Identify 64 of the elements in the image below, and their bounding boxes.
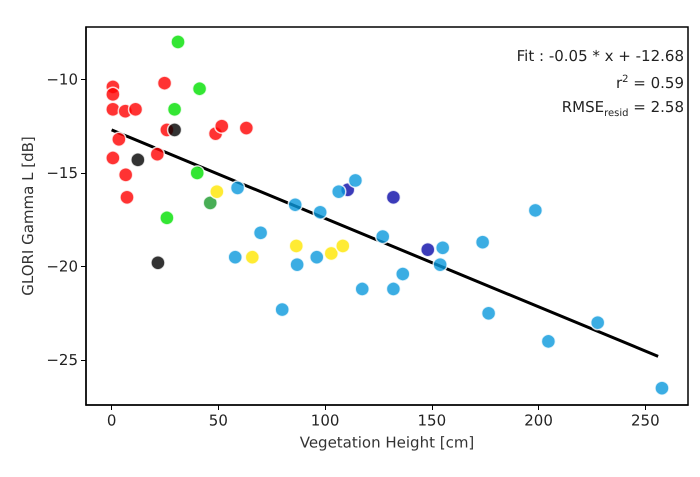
point — [386, 281, 402, 297]
y-axis-title: GLORI Gamma L [dB] — [18, 136, 37, 296]
point — [192, 81, 208, 96]
x-tick-label: 150 — [418, 412, 446, 430]
point — [309, 249, 325, 265]
point — [105, 102, 121, 118]
point — [150, 255, 166, 271]
point — [432, 256, 448, 272]
point — [354, 281, 370, 297]
point — [244, 249, 260, 265]
point — [111, 132, 127, 148]
point — [119, 190, 135, 206]
point — [312, 204, 328, 220]
x-tick-label: 200 — [524, 412, 553, 430]
x-tick-label: 0 — [106, 412, 116, 430]
point — [434, 240, 450, 256]
point — [159, 210, 175, 226]
point — [374, 228, 390, 244]
y-tick-label: −10 — [46, 70, 78, 88]
point — [214, 118, 230, 134]
annotation: Fit : -0.05 * x + -12.68 — [516, 46, 684, 67]
point — [118, 167, 134, 183]
point — [540, 334, 556, 350]
point — [209, 184, 225, 200]
x-tick-label: 50 — [208, 412, 228, 430]
y-tick-label: −25 — [46, 351, 78, 370]
point — [386, 190, 402, 206]
point — [128, 102, 144, 118]
point — [395, 266, 411, 282]
annotation: RMSE$_{resid}$ = 2.58 — [560, 97, 684, 121]
point — [480, 306, 496, 322]
point — [105, 86, 121, 102]
point — [335, 238, 351, 254]
point — [528, 202, 544, 218]
point — [130, 152, 146, 168]
x-tick-label: 100 — [310, 412, 340, 430]
point — [289, 256, 305, 272]
point — [274, 302, 290, 318]
point — [287, 197, 303, 213]
point — [238, 120, 254, 136]
y-tick-label: −20 — [46, 258, 78, 276]
point — [230, 180, 246, 196]
point — [348, 172, 364, 188]
x-axis-title: Vegetation Height [cm] — [300, 434, 474, 452]
point — [166, 102, 182, 118]
point — [331, 184, 347, 200]
point — [202, 195, 218, 211]
y-tick-label: −15 — [46, 164, 78, 182]
point — [166, 122, 182, 138]
point — [324, 246, 340, 262]
point — [420, 242, 436, 258]
x-tick-label: 250 — [630, 412, 660, 430]
point — [227, 249, 243, 265]
point — [105, 150, 121, 166]
point — [288, 238, 304, 254]
point — [156, 75, 172, 91]
point — [150, 146, 166, 162]
point — [590, 314, 606, 330]
point — [189, 165, 205, 181]
point — [252, 225, 268, 241]
point — [654, 380, 670, 396]
point — [474, 234, 490, 250]
point — [170, 34, 186, 50]
annotation: r$^{2}$ = 0.59 — [614, 73, 684, 94]
